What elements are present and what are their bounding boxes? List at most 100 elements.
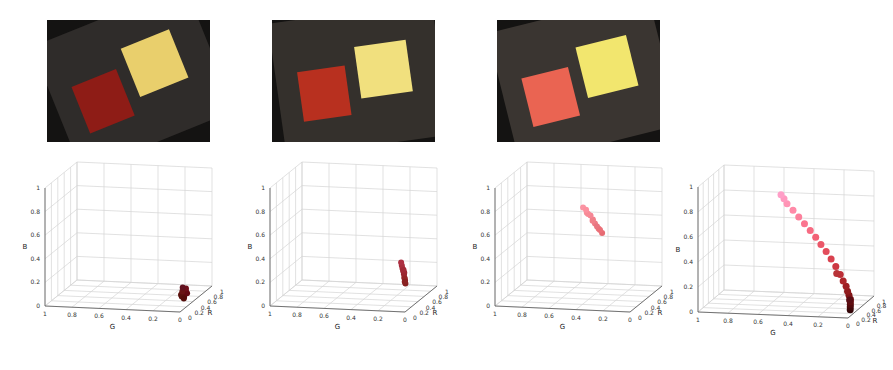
photo-red-card [71,69,134,133]
tick-label: 1 [43,310,47,317]
grid [495,162,662,312]
tick-label: 0 [261,302,265,309]
tick-label: 0 [846,322,850,329]
tick-label: 0.6 [255,231,265,238]
grid-line [270,256,302,282]
grid [270,162,437,312]
tick-label: 0.6 [480,231,490,238]
grid-line [708,303,858,309]
grid-line [351,284,383,310]
tick-label: 0.4 [121,314,131,321]
grid-line [698,215,724,237]
grid-line [302,186,437,192]
axis-title: G [770,329,775,337]
tick-label: 0.8 [723,317,733,324]
grid-line [501,301,636,307]
grid-line [302,233,437,239]
grid-line [874,171,875,296]
grid-line [283,296,418,302]
grid-line [527,280,662,286]
point [583,207,589,213]
points [178,285,190,302]
photo-board [47,20,210,142]
point [398,260,404,266]
axis-title: R [658,309,663,317]
grid-line [698,240,724,262]
axis-title: B [676,246,681,254]
grid-line [784,167,785,292]
grid-line [514,290,649,296]
grid-line [270,233,302,259]
grid-line [270,186,302,212]
grid-line [714,299,864,305]
grid-line [527,233,662,239]
tick-label: 1 [696,316,700,323]
grid-line [527,186,662,192]
tick-label: 1 [268,310,272,317]
grid-line [507,178,508,296]
grid [698,165,874,318]
grid-line [501,183,502,301]
photo [497,20,660,142]
grid-line [718,169,719,294]
point [807,227,814,234]
grid-line [77,233,212,239]
grid-line [608,166,609,284]
grid-line [713,174,714,299]
grid-line [698,187,699,312]
axis-title: R [208,309,213,317]
grid-line [45,162,77,188]
grid-line [724,240,874,246]
grid-line [126,284,158,310]
grid-line [72,281,104,307]
photo-red-card [297,66,351,122]
grid-line [554,163,555,281]
grid-line [581,164,582,282]
grid-line [45,306,180,312]
tick-label: 0.8 [683,208,693,215]
grid-line [45,233,77,259]
grid-line [495,280,527,306]
grid-line [754,166,755,291]
grid-line [698,265,724,287]
grid-line [356,164,357,282]
grid-line [302,209,437,215]
point [180,285,186,291]
grid-line [495,209,527,235]
grid-line [324,282,356,308]
grid-line [724,165,725,290]
point [840,277,847,284]
grid-line [758,292,784,314]
axis-title: R [433,309,438,317]
tick-label: 0.2 [148,315,158,322]
grid-line [302,162,437,168]
grid-line [818,295,844,317]
grid-line [51,301,186,307]
grid-line [45,188,46,306]
grid-line [45,280,77,306]
grid-line [71,285,206,291]
grid-line [724,265,874,271]
grid-line [788,294,814,316]
grid-line [270,188,271,306]
tick-label: 0.2 [598,315,608,322]
tick-labels: 00.20.40.60.8100.20.40.60.8100.20.40.60.… [255,184,449,323]
grid-line [703,308,853,314]
axis-line [270,306,405,312]
grid [45,162,212,312]
point [833,270,840,277]
axis-title: R [873,317,878,325]
axis-title: B [473,243,478,251]
grid-line [57,178,58,296]
grid-line [270,280,302,306]
tick-label: 0 [36,302,40,309]
axis-line [45,306,180,312]
axes [495,188,662,312]
grid-line [77,280,212,286]
grid-line [276,301,411,307]
grid-line [212,168,213,286]
grid-line [410,167,411,285]
tick-label: 0.4 [480,255,490,262]
tick-label: 0.4 [346,314,356,321]
figure: 00.20.40.60.8100.20.40.60.8100.20.40.60.… [0,0,893,370]
